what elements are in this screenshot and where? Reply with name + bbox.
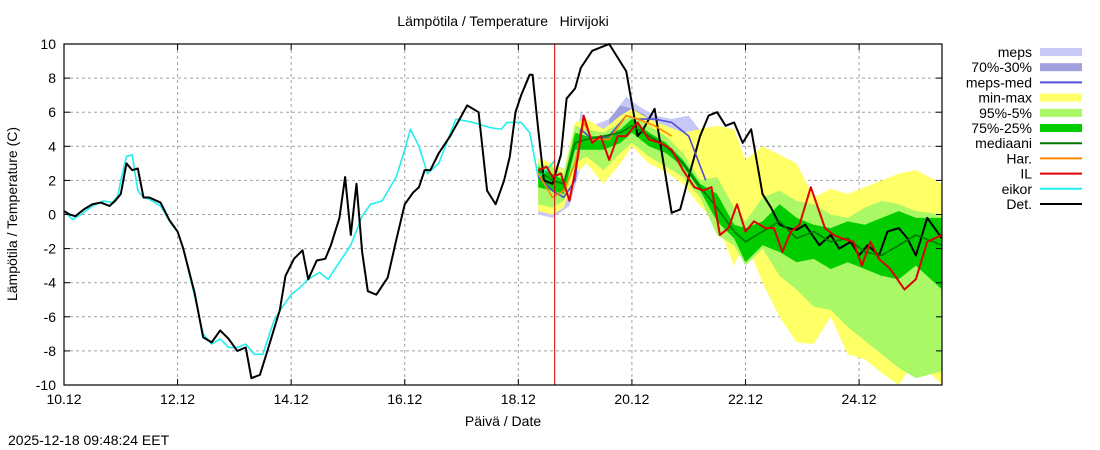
x-axis-label: Päivä / Date (465, 413, 541, 429)
legend-item: 70%-30% (971, 59, 1082, 75)
legend-item: 75%-25% (971, 120, 1082, 136)
legend-swatch (1040, 63, 1082, 72)
y-tick-label: 10 (40, 36, 56, 52)
legend-label: 75%-25% (971, 120, 1032, 136)
x-tick-label: 10.12 (46, 391, 81, 407)
y-tick-label: 6 (48, 104, 56, 120)
y-tick-label: 0 (48, 207, 56, 223)
y-axis-ticks: 10 8 6 4 2 0 -2 -4 -6 -8 -10 (36, 36, 942, 393)
legend-label: eikor (1002, 181, 1033, 197)
legend-item: Det. (1006, 196, 1082, 212)
x-tick-label: 18.12 (501, 391, 536, 407)
legend-label: Det. (1006, 196, 1032, 212)
x-axis-ticks: 10.12 12.12 14.12 16.12 18.12 20.12 22.12 24.12 (46, 44, 877, 407)
y-tick-label: -6 (44, 309, 57, 325)
legend-label: Har. (1006, 150, 1032, 166)
legend-item: 95%-5% (979, 105, 1082, 121)
legend-item: min-max (978, 90, 1082, 106)
y-tick-label: 8 (48, 70, 56, 86)
x-tick-label: 14.12 (274, 391, 309, 407)
y-tick-label: 2 (48, 172, 56, 188)
legend-swatch (1040, 48, 1082, 56)
legend-item: mediaani (975, 135, 1082, 151)
legend-label: mediaani (975, 135, 1032, 151)
series-det- (63, 43, 943, 380)
legend-swatch (1040, 124, 1082, 132)
series-eikor (63, 118, 556, 356)
legend-label: meps-med (966, 74, 1032, 90)
series-mediaani (537, 125, 943, 257)
legend-item: IL (1020, 166, 1082, 182)
legend-label: IL (1020, 166, 1032, 182)
series-har- (537, 114, 673, 199)
y-tick-label: -2 (44, 241, 57, 257)
x-tick-label: 22.12 (728, 391, 763, 407)
legend-label: 70%-30% (971, 59, 1032, 75)
x-tick-label: 24.12 (842, 391, 877, 407)
legend-item: eikor (1002, 181, 1082, 197)
y-tick-label: -4 (44, 275, 57, 291)
y-tick-label: 4 (48, 138, 56, 154)
y-tick-label: -8 (44, 343, 57, 359)
chart-title: Lämpötila / Temperature Hirvijoki (397, 13, 608, 29)
legend-label: meps (998, 44, 1032, 60)
legend-item: meps-med (966, 74, 1082, 90)
y-axis-label: Lämpötila / Temperature (C) (4, 127, 20, 301)
legend-item: meps (998, 44, 1082, 60)
series-lines (63, 43, 943, 380)
timestamp: 2025-12-18 09:48:24 EET (8, 432, 170, 448)
legend-label: 95%-5% (979, 105, 1032, 121)
legend: meps70%-30%meps-medmin-max95%-5%75%-25%m… (966, 44, 1082, 212)
x-tick-label: 16.12 (387, 391, 422, 407)
legend-item: Har. (1006, 150, 1082, 166)
series-meps-med (537, 114, 707, 199)
legend-swatch (1040, 108, 1082, 117)
x-tick-label: 20.12 (614, 391, 649, 407)
legend-swatch (1040, 93, 1082, 102)
series-il (537, 114, 943, 291)
legend-label: min-max (978, 90, 1032, 106)
y-tick-label: -10 (36, 377, 56, 393)
x-tick-label: 12.12 (160, 391, 195, 407)
